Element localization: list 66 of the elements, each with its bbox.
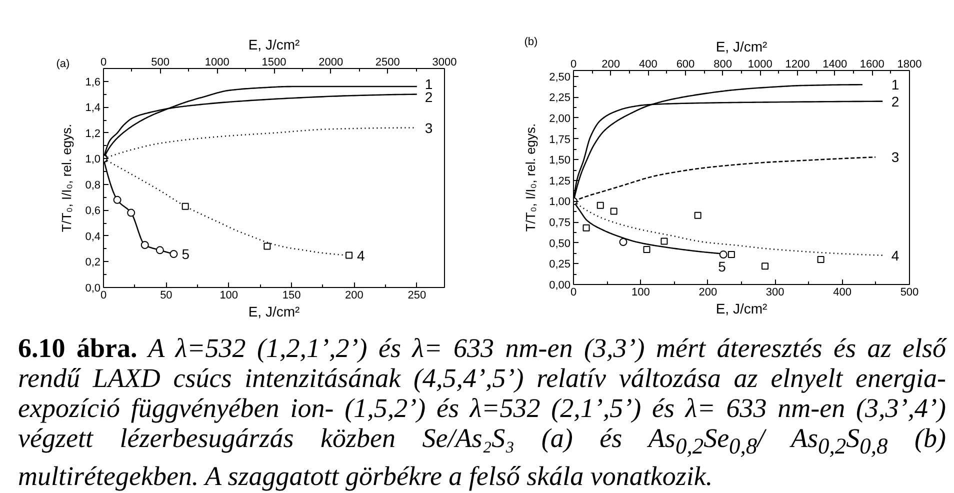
x2-tick-label: 0 (100, 56, 107, 68)
legend-label: 1 (891, 76, 900, 93)
y-axis-title: T/T₀, I/I₀, rel. egys. (523, 123, 538, 232)
y-tick-label: 0,00 (549, 280, 571, 292)
x2-tick-label: 1500 (262, 56, 286, 68)
x2-tick-label: 1200 (785, 58, 810, 70)
x2-axis-title: E, J/cm² (248, 36, 300, 52)
x-axis-title: E, J/cm² (248, 304, 300, 320)
x2-axis-title: E, J/cm² (716, 38, 768, 54)
y-tick-label: 1,6 (85, 76, 101, 88)
y-tick-label: 1,75 (549, 134, 571, 146)
x-tick-label: 400 (833, 286, 852, 298)
y-tick-label: 0,0 (85, 282, 101, 294)
x2-tick-label: 800 (714, 58, 732, 70)
y-tick-label: 1,0 (85, 154, 101, 166)
x-tick-label: 100 (220, 290, 238, 302)
chart-title: (a) (56, 58, 70, 70)
chart-title: (b) (524, 36, 538, 48)
x-tick-label: 300 (766, 286, 784, 298)
y-tick-label: 1,4 (85, 102, 101, 114)
x2-tick-label: 400 (638, 58, 658, 70)
x2-tick-label: 1600 (860, 58, 884, 70)
x-tick-label: 0 (570, 286, 577, 298)
y-tick-label: 0,4 (85, 230, 101, 243)
y-tick-label: 2,25 (549, 92, 571, 104)
y-tick-label: 0,6 (85, 205, 101, 218)
x2-tick-label: 3000 (432, 56, 457, 68)
x2-tick-label: 1800 (897, 58, 922, 70)
x2-tick-label: 200 (602, 58, 620, 70)
y-tick-label: 0,50 (549, 238, 571, 250)
x-axis-title: E, J/cm² (716, 300, 768, 316)
series-label: 4 (891, 247, 900, 264)
x2-tick-label: 500 (151, 56, 170, 68)
y-tick-label: 1,25 (549, 175, 571, 188)
series-label: 4 (357, 247, 366, 264)
x2-tick-label: 1000 (204, 56, 230, 68)
x2-tick-label: 2000 (318, 56, 344, 68)
x2-tick-label: 2500 (375, 56, 400, 68)
x-tick-label: 200 (698, 286, 718, 298)
text: 6.10 ábra. A λ=532 (1,2,1’,2’) és λ= 633 nm-en (3,3’) mért áteresztés és az első rendű LAXD csúcs intenzitásának (4,5,4’,5’) relatív változása az elnyelt energia-expozíció függvényében ion- (1,5,2’) és λ=532 (2,1’,5’) és λ= 633 nm-en (3,3’,4’) végzett lézerbesugárzás közben Se/As₂S₃ (a) és As$_{0,2}$Se$_{0,8}$/ As$_{0,2}$S$_{0,8}$ (b) multirétegekben. A szaggatott görbékre a felső skála vonatkozik. (18, 333, 946, 492)
x2-tick-label: 1400 (822, 58, 848, 70)
y-tick-label: 2,50 (549, 71, 571, 84)
x-tick-label: 200 (345, 290, 364, 302)
series-label: 3 (891, 149, 900, 166)
y-tick-label: 1,00 (549, 196, 571, 208)
y-axis-title: T/T₀, I/I₀, rel. egys. (59, 124, 74, 232)
series-label: 3 (424, 120, 433, 136)
x-tick-label: 150 (282, 290, 301, 302)
x-tick-label: 250 (408, 290, 426, 302)
y-tick-label: 0,2 (85, 256, 101, 269)
x-tick-label: 500 (900, 286, 919, 298)
x2-tick-label: 0 (570, 58, 577, 70)
x-tick-label: 0 (100, 290, 107, 302)
y-tick-label: 1,2 (85, 128, 101, 140)
series-label: 2 (891, 93, 900, 110)
y-tick-label: 2,00 (549, 112, 571, 125)
x-tick-label: 50 (160, 290, 172, 302)
y-tick-label: 1,50 (549, 154, 571, 167)
y-tick-label: 0,75 (549, 217, 571, 230)
y-tick-label: 0,8 (85, 179, 101, 192)
y-tick-label: 0,25 (549, 258, 571, 271)
x2-tick-label: 600 (676, 58, 695, 70)
series-label: 5 (182, 246, 190, 262)
x2-tick-label: 1000 (748, 58, 772, 70)
x-tick-label: 100 (632, 286, 650, 298)
series-label: 5 (718, 258, 726, 275)
